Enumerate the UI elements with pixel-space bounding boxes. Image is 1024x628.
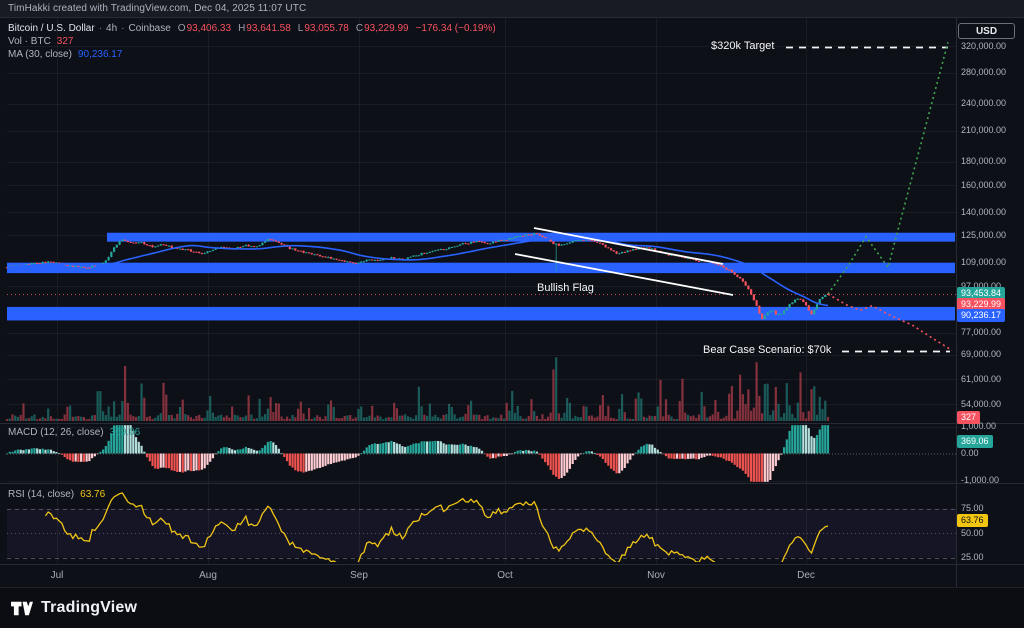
price-tick: 280,000.00 xyxy=(961,67,1007,78)
ma-value: 90,236.17 xyxy=(77,49,123,60)
time-tick: Nov xyxy=(647,570,665,581)
price-tick: 97,000.00 xyxy=(961,280,1002,291)
tradingview-logo-glyph xyxy=(11,601,33,615)
legend-separator: · xyxy=(121,23,125,34)
annotation-320k-target[interactable]: $320k Target xyxy=(711,40,775,53)
ma-label[interactable]: MA (30, close) xyxy=(8,49,72,60)
change-value: −176.34 (−0.19%) xyxy=(415,23,496,34)
currency-toggle[interactable]: USD xyxy=(958,23,1015,39)
rsi-tick: 50.00 xyxy=(961,527,984,538)
macd-label[interactable]: MACD (12, 26, close) xyxy=(8,427,104,438)
high-value: 93,641.58 xyxy=(246,23,291,34)
macd-tick: 0.00 xyxy=(961,448,979,458)
legend-separator: · xyxy=(98,23,103,34)
annotation-bullish-flag[interactable]: Bullish Flag xyxy=(537,282,594,295)
open-label: O xyxy=(177,23,186,34)
macd-tick: 1,000.00 xyxy=(961,421,997,431)
macd-legend-row: MACD (12, 26, close) 369.06 xyxy=(8,427,140,438)
time-tick: Dec xyxy=(797,570,815,581)
volume-legend-row: Vol · BTC 327 xyxy=(8,35,496,48)
time-tick: Aug xyxy=(199,570,217,581)
volume-label[interactable]: Vol · BTC xyxy=(8,36,51,47)
ask-price-badge: 93,453.84 xyxy=(957,286,1006,300)
rsi-label[interactable]: RSI (14, close) xyxy=(8,489,75,500)
low-value: 93,055.78 xyxy=(304,23,349,34)
rsi-tick: 25.00 xyxy=(961,552,984,562)
macd-badge: 369.06 xyxy=(957,434,993,448)
time-tick: Jul xyxy=(50,570,64,581)
exchange-label[interactable]: Coinbase xyxy=(128,23,171,34)
attribution-text: TimHakki created with TradingView.com, D… xyxy=(8,3,307,14)
price-tick: 61,000.00 xyxy=(961,373,1002,384)
rsi-value: 63.76 xyxy=(80,489,106,500)
rsi-tick: 75.00 xyxy=(961,503,984,513)
chart-legend: Bitcoin / U.S. Dollar · 4h · Coinbase O93,406… xyxy=(8,22,496,61)
attribution-bar: TimHakki created with TradingView.com, D… xyxy=(0,0,1024,18)
price-tick: 210,000.00 xyxy=(961,125,1007,136)
macd-value: 369.06 xyxy=(109,427,141,438)
price-tick: 140,000.00 xyxy=(961,206,1007,217)
footer-bar: TradingView xyxy=(0,587,1024,628)
low-label: L xyxy=(297,23,304,34)
price-tick: 125,000.00 xyxy=(961,229,1007,240)
open-value: 93,406.33 xyxy=(186,23,232,34)
high-label: H xyxy=(238,23,246,34)
volume-badge: 327 xyxy=(957,410,981,424)
rsi-legend-row: RSI (14, close) 63.76 xyxy=(8,489,105,500)
price-tick: 160,000.00 xyxy=(961,179,1007,190)
price-axis[interactable]: 320,000.00 280,000.00 240,000.00 210,000.00… xyxy=(957,0,1024,628)
symbol-title[interactable]: Bitcoin / U.S. Dollar xyxy=(8,23,95,34)
macd-tick: -1,000.00 xyxy=(961,475,1000,485)
price-tick: 54,000.00 xyxy=(961,398,1002,409)
close-value: 93,229.99 xyxy=(364,23,409,34)
annotation-bear-case[interactable]: Bear Case Scenario: $70k xyxy=(703,343,832,356)
volume-value: 327 xyxy=(56,36,74,47)
price-tick: 109,000.00 xyxy=(961,257,1007,268)
symbol-legend-row: Bitcoin / U.S. Dollar · 4h · Coinbase O93,406… xyxy=(8,22,496,35)
rsi-badge: 63.76 xyxy=(957,513,988,527)
tradingview-logo-icon[interactable] xyxy=(10,599,33,618)
close-label: C xyxy=(355,23,364,34)
time-tick: Sep xyxy=(350,570,368,581)
interval-label[interactable]: 4h xyxy=(106,23,118,34)
price-tick: 77,000.00 xyxy=(961,327,1002,338)
price-tick: 320,000.00 xyxy=(961,40,1007,51)
ma-value-badge: 90,236.17 xyxy=(957,308,1006,322)
tradingview-wordmark[interactable]: TradingView xyxy=(41,599,138,616)
time-axis[interactable]: Jul Aug Sep Oct Nov Dec xyxy=(0,564,956,587)
price-tick: 240,000.00 xyxy=(961,98,1007,109)
last-price-badge: 93,229.99 xyxy=(957,297,1006,311)
ma-legend-row: MA (30, close) 90,236.17 xyxy=(8,48,496,61)
price-tick: 69,000.00 xyxy=(961,349,1002,360)
price-tick: 180,000.00 xyxy=(961,156,1007,167)
time-tick: Oct xyxy=(497,570,513,581)
